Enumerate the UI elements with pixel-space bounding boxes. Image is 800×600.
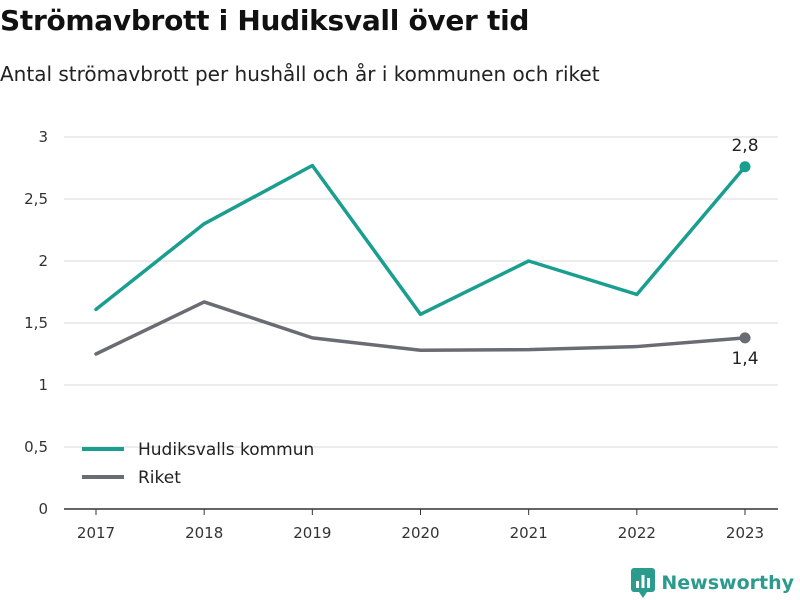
legend-label: Hudiksvalls kommun [138, 440, 314, 460]
legend-label: Riket [138, 468, 181, 488]
x-tick-label: 2020 [401, 524, 439, 542]
chart-subtitle: Antal strömavbrott per hushåll och år i … [0, 62, 600, 86]
series-line-hudiksvall [94, 163, 747, 317]
data-label: 2,8 [731, 136, 758, 156]
y-tick-label: 1 [38, 376, 48, 394]
y-tick-label: 0,5 [24, 438, 48, 456]
x-tick-label: 2022 [618, 524, 656, 542]
x-tick-label: 2018 [185, 524, 223, 542]
series-line-riket [94, 300, 747, 356]
newsworthy-logo-icon [631, 568, 656, 598]
data-label: 1,4 [731, 349, 758, 369]
series-end-point [739, 332, 751, 344]
x-tick-label: 2021 [510, 524, 548, 542]
newsworthy-brand: Newsworthy [631, 568, 794, 598]
y-tick-label: 3 [38, 128, 48, 146]
y-tick-label: 0 [38, 500, 48, 518]
x-tick-label: 2023 [726, 524, 764, 542]
y-tick-label: 2,5 [24, 190, 48, 208]
y-tick-label: 2 [38, 252, 48, 270]
y-tick-label: 1,5 [24, 314, 48, 332]
x-tick-label: 2019 [293, 524, 331, 542]
series-end-point [739, 161, 751, 173]
x-tick-label: 2017 [77, 524, 115, 542]
chart-title: Strömavbrott i Hudiksvall över tid [0, 4, 530, 37]
brand-name: Newsworthy [661, 572, 794, 594]
